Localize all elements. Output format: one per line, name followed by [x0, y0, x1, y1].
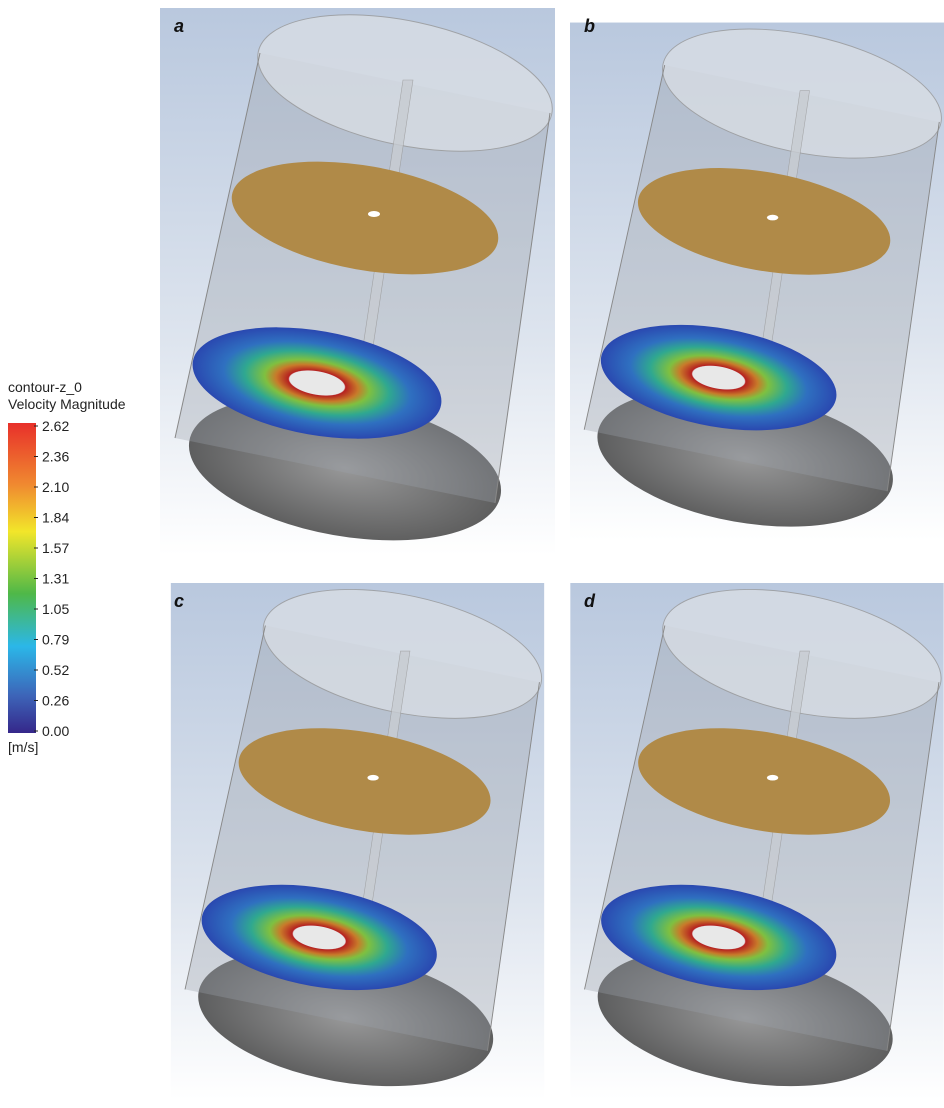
render-image	[160, 8, 555, 555]
tick-label: 0.52	[42, 662, 69, 678]
panel-label: c	[174, 591, 184, 611]
panel-label: d	[584, 591, 596, 611]
tick-label: 1.84	[42, 510, 69, 526]
tick-label: 0.79	[42, 632, 69, 648]
panel-label: a	[174, 16, 184, 36]
render-image	[570, 8, 944, 548]
render-image	[570, 583, 944, 1100]
legend-title: contour-z_0	[8, 379, 82, 395]
tick-label: 2.36	[42, 449, 69, 465]
legend-subtitle: Velocity Magnitude	[8, 396, 126, 412]
legend-unit: [m/s]	[8, 739, 38, 755]
tick-label: 1.57	[42, 540, 69, 556]
tick-label: 0.00	[42, 723, 69, 739]
render-image	[170, 583, 554, 1100]
tick-label: 1.05	[42, 601, 69, 617]
tick-label: 2.10	[42, 479, 69, 495]
tick-label: 1.31	[42, 571, 69, 587]
tick-label: 2.62	[42, 418, 69, 434]
color-bar	[8, 423, 36, 733]
panel-label: b	[584, 16, 595, 36]
tick-label: 0.26	[42, 693, 69, 709]
